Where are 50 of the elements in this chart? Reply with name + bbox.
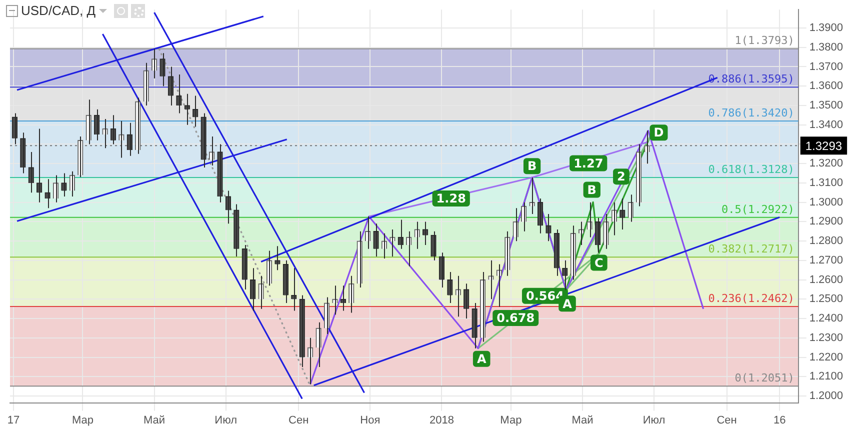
x-tick-label: 16	[773, 414, 786, 426]
y-tick-label: 1.3900	[809, 22, 844, 34]
ref-line-label: 0(1.2051)	[734, 372, 794, 384]
x-tick-label: Май	[144, 414, 166, 426]
ref-line-label: 1(1.3793)	[734, 34, 794, 48]
y-tick-label: 1.3200	[809, 158, 844, 170]
annotation: B	[587, 182, 596, 197]
annotation: 1.27	[574, 156, 604, 170]
x-tick-label: 17	[7, 414, 20, 426]
x-tick-label: Мар	[72, 414, 94, 426]
annotation: A	[476, 352, 487, 366]
y-tick-label: 1.3500	[809, 100, 844, 112]
ref-line-label: 0.5(1.2922)	[721, 202, 794, 216]
y-tick-label: 1.2100	[809, 370, 844, 383]
y-tick-label: 1.2800	[809, 235, 844, 248]
ref-line-label: 1.3293	[805, 138, 842, 153]
y-tick-label: 1.2200	[809, 351, 844, 364]
x-tick-label: Сен	[288, 414, 309, 426]
annotation: 0.678	[496, 311, 535, 326]
y-tick-label: 1.3800	[809, 41, 844, 54]
ref-line-label: 0.382(1.2717)	[708, 242, 794, 256]
y-tick-label: 1.3700	[809, 60, 844, 73]
y-tick-label: 1.2600	[809, 274, 844, 286]
x-tick-label: Мар	[500, 414, 522, 426]
y-tick-label: 1.3100	[809, 176, 844, 189]
x-tick-label: Май	[572, 414, 594, 426]
annotation: 1.28	[436, 192, 466, 206]
y-tick-label: 1.2700	[809, 254, 844, 266]
y-tick-label: 1.3600	[809, 80, 844, 92]
ref-line-label: 0.786(1.3420)	[708, 106, 794, 120]
ref-line-label: 0.236(1.2462)	[708, 292, 794, 305]
annotation: B	[527, 159, 537, 174]
annotation: D	[654, 126, 664, 140]
annotation: C	[594, 256, 604, 270]
y-tick-label: 1.2300	[809, 332, 844, 344]
y-tick-label: 1.2900	[809, 216, 844, 228]
x-tick-label: Сен	[716, 414, 737, 426]
y-tick-label: 1.3000	[809, 196, 844, 208]
x-tick-label: 2018	[429, 414, 454, 426]
x-tick-label: Ноя	[360, 414, 380, 426]
y-tick-label: 1.2400	[809, 312, 844, 325]
x-tick-label: Июл	[214, 414, 238, 426]
annotation: 2	[617, 170, 626, 184]
y-tick-label: 1.3400	[809, 118, 844, 131]
y-tick-label: 1.2500	[809, 293, 844, 306]
chart-title: USD/CAD, Д	[21, 3, 96, 18]
x-tick-label: Июл	[642, 414, 666, 426]
ref-line-label: 0.618(1.3128)	[708, 162, 794, 176]
y-tick-label: 1.2000	[809, 390, 844, 402]
annotation: A	[562, 296, 573, 311]
